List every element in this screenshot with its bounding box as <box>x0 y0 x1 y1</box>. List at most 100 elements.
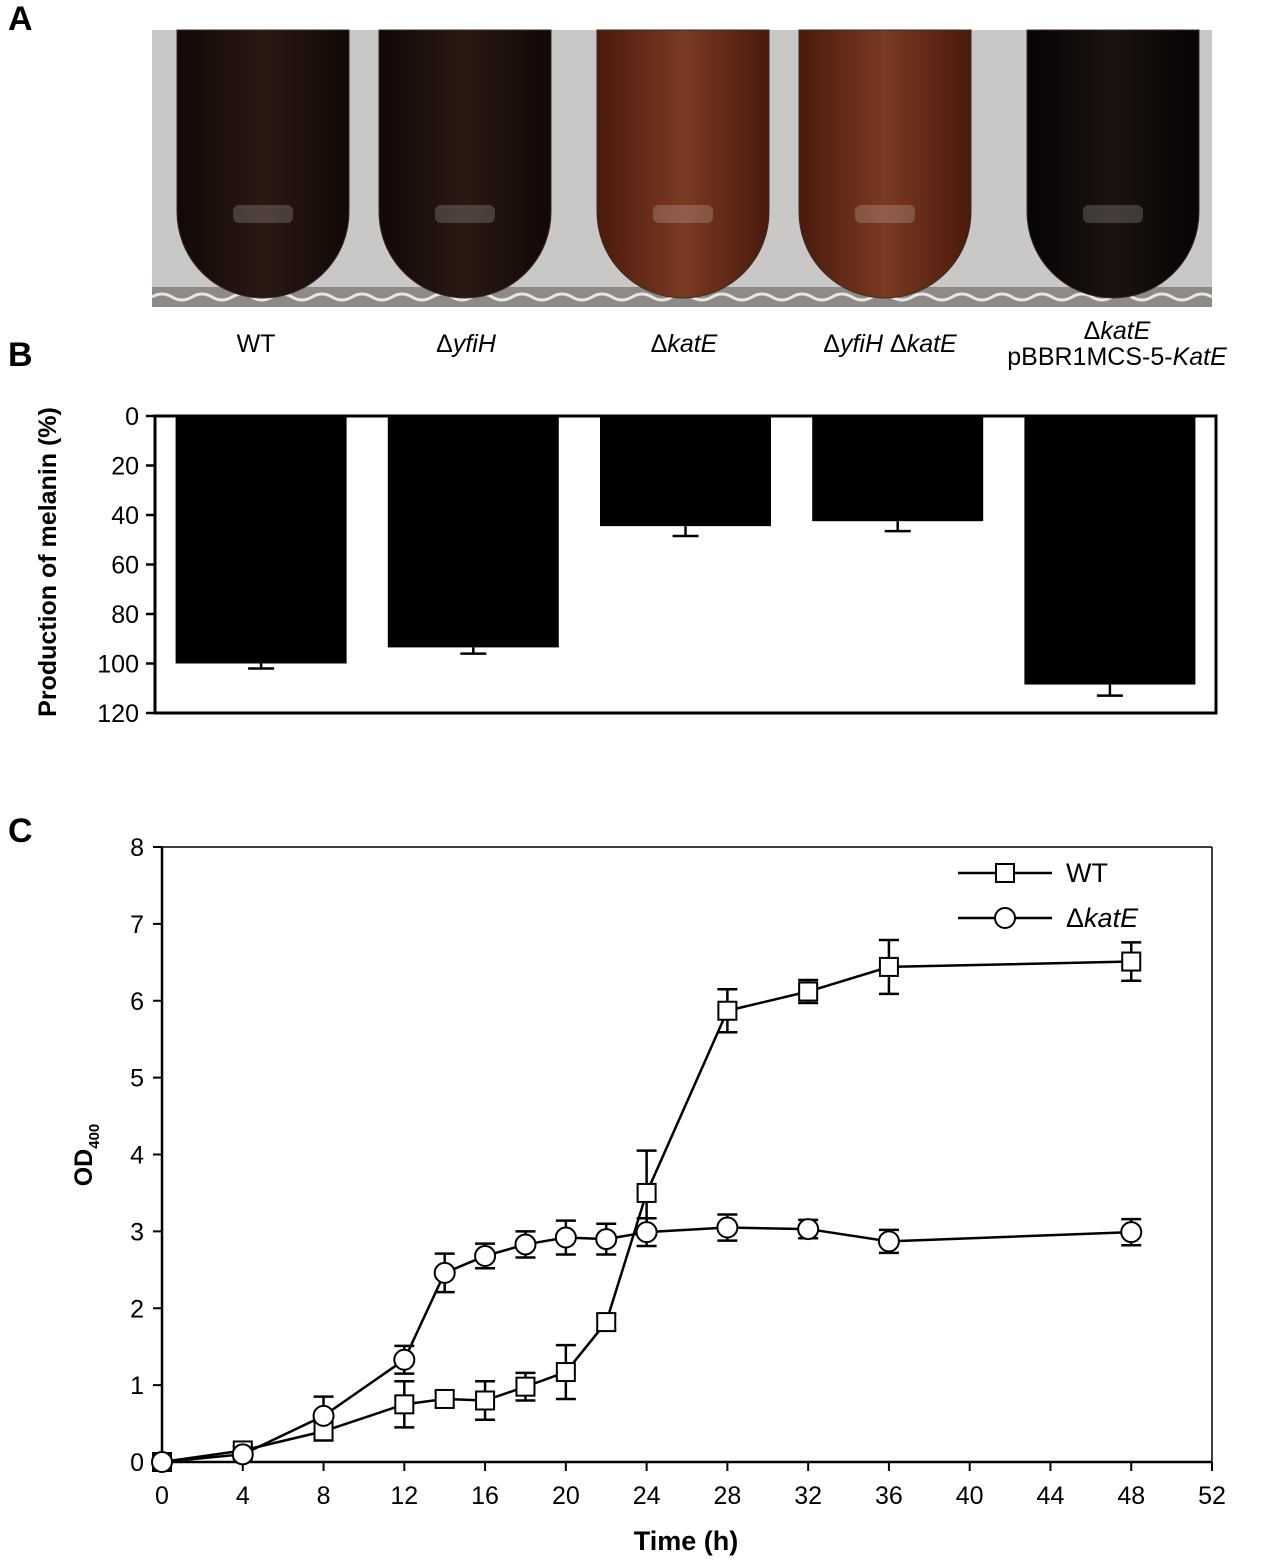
x-tick-label: 24 <box>633 1482 661 1510</box>
bar-1 <box>175 416 347 664</box>
data-point-circle <box>312 1404 335 1427</box>
data-point-square <box>434 1388 455 1409</box>
data-point-circle <box>151 1451 173 1473</box>
delta-symbol: Δ <box>889 330 907 358</box>
x-tick-label: 12 <box>390 1482 418 1510</box>
x-tick-label: 32 <box>794 1482 822 1510</box>
panel-label-b: B <box>8 336 33 374</box>
panel-label-a: A <box>8 0 33 38</box>
y-tick-label: 4 <box>130 1142 144 1170</box>
x-tick-label: 44 <box>1037 1482 1065 1510</box>
y-tick-label: 20 <box>111 453 139 481</box>
tube-reflection <box>1083 205 1143 223</box>
data-point-square <box>555 1362 576 1383</box>
delta-symbol: Δ <box>650 330 668 358</box>
line-chart-ylabel: OD400 <box>70 1124 103 1187</box>
y-tick-label: 60 <box>111 552 139 580</box>
x-tick-label: 4 <box>236 1482 250 1510</box>
bar-4 <box>812 416 984 522</box>
data-point-square <box>636 1182 657 1203</box>
tube-label-complemented-line1: ΔkatE <box>972 318 1262 344</box>
gene-yfih: yfiH <box>839 330 884 358</box>
data-point-circle <box>433 1261 456 1284</box>
tube-label-wt: WT <box>206 330 306 359</box>
gene-kate: katE <box>1084 903 1139 933</box>
ylabel-main: OD <box>70 1149 98 1187</box>
y-tick-label: 1 <box>130 1372 144 1400</box>
y-tick-label: 3 <box>130 1218 144 1246</box>
legend-label-wt: WT <box>1066 858 1108 888</box>
tube-label-yfih-kate: ΔyfiH ΔkatE <box>790 330 990 359</box>
tube-label-complemented: ΔkatE pBBR1MCS-5-KatE <box>972 318 1262 370</box>
data-point-circle <box>554 1226 577 1249</box>
y-tick-label: 5 <box>130 1065 144 1093</box>
data-point-circle <box>716 1216 739 1239</box>
data-point-square <box>394 1394 415 1415</box>
y-tick-label: 2 <box>130 1295 144 1323</box>
tube-4 <box>798 29 972 299</box>
tube-3 <box>596 29 770 299</box>
y-tick-label: 40 <box>111 502 139 530</box>
data-point-square <box>798 981 819 1002</box>
tube-5 <box>1026 29 1200 299</box>
bar-2 <box>387 416 559 648</box>
series-line-1 <box>161 960 1132 1464</box>
delta-symbol: Δ <box>1083 317 1101 345</box>
x-tick-label: 0 <box>155 1482 169 1510</box>
bar-chart-ylabel: Production of melanin (%) <box>34 407 62 717</box>
delta-symbol: Δ <box>436 330 453 358</box>
tube-photo <box>151 29 1213 307</box>
data-point-circle <box>877 1230 900 1253</box>
legend-label-kate: ΔkatE <box>1066 903 1139 933</box>
melanin-bar-chart: Production of melanin (%) 0 20 40 60 80 100 12… <box>34 403 1218 728</box>
x-tick-label: 16 <box>471 1482 499 1510</box>
tube-2 <box>378 29 552 299</box>
x-tick-label: 52 <box>1198 1482 1226 1510</box>
legend-marker-circle <box>994 907 1016 929</box>
gene-kate: katE <box>906 330 957 358</box>
y-tick-label: 100 <box>97 651 139 679</box>
y-tick-label: 120 <box>97 700 139 728</box>
data-point-square <box>878 956 899 977</box>
delta-symbol: Δ <box>823 330 840 358</box>
data-point-circle <box>514 1233 537 1256</box>
tube-label-kate: ΔkatE <box>614 330 754 359</box>
bar-3 <box>600 416 771 527</box>
tube-label-wt-text: WT <box>236 330 276 358</box>
data-point-circle <box>393 1348 416 1371</box>
x-tick-label: 28 <box>713 1482 741 1510</box>
tube-1 <box>176 29 350 299</box>
ylabel-subscript: 400 <box>86 1124 103 1149</box>
data-point-circle <box>474 1244 497 1267</box>
plasmid-name: pBBR1MCS-5- <box>1007 343 1173 371</box>
data-point-square <box>475 1390 496 1411</box>
data-point-square <box>515 1376 536 1397</box>
delta-symbol: Δ <box>1066 903 1084 933</box>
data-point-square <box>717 1000 738 1021</box>
data-point-circle <box>1120 1221 1143 1244</box>
y-tick-label: 8 <box>130 834 144 862</box>
legend-marker-square <box>995 863 1015 883</box>
tube-reflection <box>233 205 293 223</box>
tube-reflection <box>435 205 495 223</box>
data-point-square <box>596 1312 617 1333</box>
data-point-square <box>1121 951 1142 972</box>
y-tick-label: 6 <box>130 988 144 1016</box>
gene-kate: katE <box>1100 317 1151 345</box>
series-line-2 <box>161 1226 1132 1464</box>
line-chart-xlabel: Time (h) <box>634 1526 739 1556</box>
panel-label-c: C <box>8 812 33 850</box>
tube-label-yfih: ΔyfiH <box>396 330 536 359</box>
data-point-circle <box>595 1228 618 1251</box>
tube-reflection <box>653 205 713 223</box>
x-tick-label: 8 <box>317 1482 331 1510</box>
bar-5 <box>1024 416 1196 685</box>
gene-yfih: yfiH <box>452 330 496 358</box>
data-point-circle <box>797 1218 820 1241</box>
y-tick-label: 7 <box>130 911 144 939</box>
x-tick-label: 20 <box>552 1482 580 1510</box>
x-tick-label: 40 <box>956 1482 984 1510</box>
gene-kate: katE <box>667 330 718 358</box>
